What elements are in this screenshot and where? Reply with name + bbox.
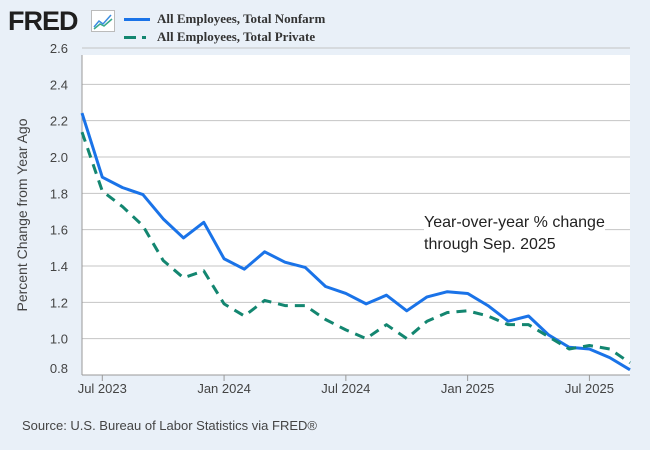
y-tick-label: 1.8: [50, 186, 68, 201]
x-tick-label: Jan 2025: [441, 381, 495, 396]
legend-item-nonfarm[interactable]: All Employees, Total Nonfarm: [124, 10, 325, 28]
y-tick-label: 2.2: [50, 114, 68, 129]
legend: All Employees, Total Nonfarm All Employe…: [124, 10, 325, 46]
y-axis-label: Percent Change from Year Ago: [14, 118, 30, 311]
fred-logo[interactable]: FRED: [8, 6, 78, 36]
legend-item-private[interactable]: All Employees, Total Private: [124, 28, 325, 46]
legend-swatch-solid: [124, 17, 150, 21]
x-tick-label: Jul 2024: [321, 381, 370, 396]
series-line-nonfarm: [80, 112, 631, 372]
y-tick-label: 1.6: [50, 223, 68, 238]
x-tick-label: Jul 2023: [78, 381, 127, 396]
y-tick-label: 2.0: [50, 150, 68, 165]
y-tick-label: 1.0: [50, 332, 68, 347]
source-note: Source: U.S. Bureau of Labor Statistics …: [22, 418, 317, 433]
annotation-line: through Sep. 2025: [424, 236, 556, 253]
annotation: Year-over-year % change through Sep. 202…: [424, 212, 605, 256]
series-line-private: [80, 131, 631, 365]
chart-line-icon: [91, 10, 115, 32]
y-tick-label: 1.4: [50, 259, 68, 274]
legend-label: All Employees, Total Private: [157, 29, 316, 44]
legend-swatch-dashed: [124, 35, 150, 39]
x-tick-label: Jul 2025: [565, 381, 614, 396]
annotation-line: Year-over-year % change: [424, 214, 605, 231]
y-tick-label: 1.2: [50, 295, 68, 310]
legend-label: All Employees, Total Nonfarm: [157, 11, 326, 26]
y-tick-label: 2.4: [50, 77, 68, 92]
y-tick-label: 0.8: [50, 361, 68, 376]
x-tick-label: Jan 2024: [197, 381, 251, 396]
y-tick-label: 2.6: [50, 41, 68, 56]
